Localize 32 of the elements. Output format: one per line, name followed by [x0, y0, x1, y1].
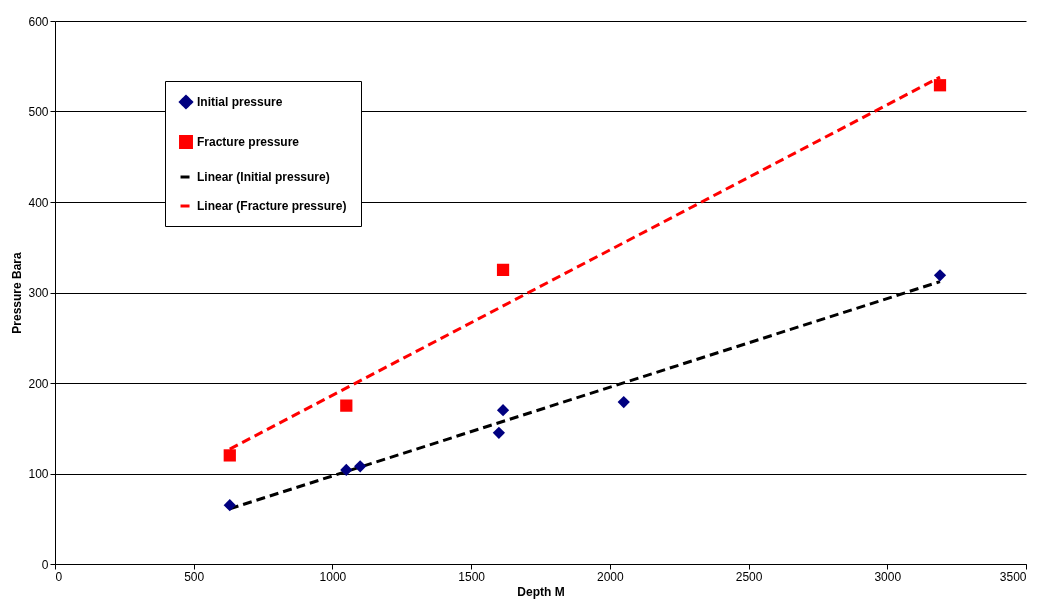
y-tick-label: 100	[28, 467, 49, 481]
x-axis-title: Depth M	[517, 584, 565, 599]
y-tick-label: 300	[28, 286, 49, 300]
y-tick-label: 0	[41, 557, 49, 572]
y-tick-label: 600	[28, 14, 49, 29]
legend-label: Initial pressure	[197, 95, 283, 109]
x-tick-label: 3000	[874, 569, 902, 584]
y-tick-label: 200	[28, 376, 49, 391]
point	[496, 404, 510, 417]
point	[340, 399, 353, 412]
point	[223, 499, 236, 512]
point	[617, 395, 630, 409]
point	[933, 79, 947, 92]
y-tick-label: 500	[28, 105, 49, 119]
x-tick-label: 0	[55, 569, 63, 584]
legend-label: Linear (Fracture pressure)	[197, 199, 347, 213]
point	[354, 460, 367, 473]
point	[933, 269, 947, 282]
y-tick-label: 400	[28, 195, 49, 210]
legend-label: Linear (Initial pressure)	[197, 170, 330, 184]
point	[223, 449, 236, 462]
x-tick-label: 500	[184, 569, 205, 584]
point	[496, 263, 510, 276]
x-tick-label: 1000	[319, 569, 347, 584]
point	[492, 426, 506, 439]
x-tick-label: 3500	[999, 569, 1027, 584]
x-tick-label: 2500	[735, 569, 763, 584]
legend-label: Fracture pressure	[197, 135, 300, 149]
x-tick-label: 1500	[458, 569, 486, 584]
x-tick-label: 2000	[597, 569, 625, 584]
y-axis-title: Pressure Bara	[10, 251, 25, 334]
point	[340, 463, 353, 476]
